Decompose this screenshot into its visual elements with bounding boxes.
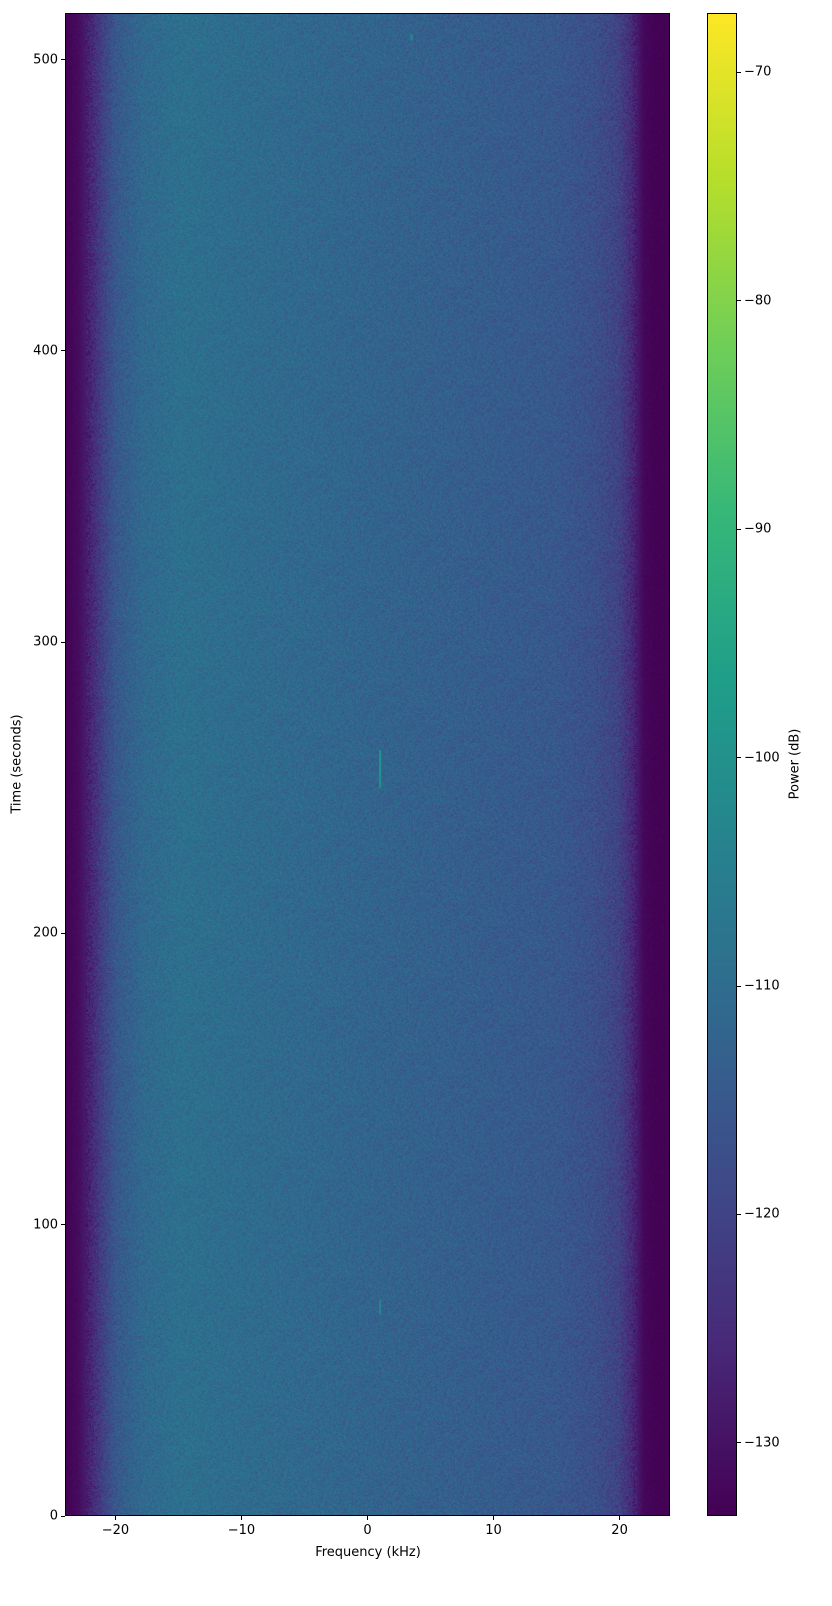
colorbar-label: Power (dB) [787, 728, 803, 800]
x-tick-mark [367, 1516, 368, 1520]
colorbar-tick-label: −70 [744, 64, 772, 80]
x-axis-label: Frequency (kHz) [315, 1545, 421, 1560]
colorbar [707, 13, 737, 1516]
y-tick-mark [61, 350, 65, 352]
colorbar-tick-mark [737, 1213, 741, 1215]
x-tick-mark [114, 1516, 116, 1520]
colorbar-tick-mark [737, 528, 741, 530]
x-tick-mark [619, 1516, 621, 1520]
colorbar-tick-label: −100 [744, 750, 780, 766]
y-tick-label: 400 [33, 343, 58, 359]
colorbar-tick-mark [737, 300, 741, 302]
y-tick-mark [61, 932, 65, 934]
colorbar-tick-label: −80 [744, 293, 772, 309]
y-tick-label: 0 [49, 1508, 58, 1524]
colorbar-tick-label: −90 [744, 521, 772, 537]
y-tick-label: 500 [33, 52, 58, 68]
x-tick-label: −10 [227, 1523, 256, 1538]
x-tick-label: −20 [101, 1523, 130, 1538]
y-tick-mark [61, 1224, 65, 1226]
y-tick-label: 300 [33, 634, 58, 650]
colorbar-tick-label: −110 [744, 978, 780, 994]
colorbar-tick-label: −120 [744, 1206, 780, 1222]
colorbar-tick-mark [737, 1442, 741, 1444]
y-axis-label: Time (seconds) [9, 714, 25, 814]
x-tick-label: 0 [363, 1523, 372, 1538]
spectrogram-heatmap [66, 14, 669, 1515]
colorbar-tick-mark [737, 985, 741, 987]
x-tick-mark [240, 1516, 242, 1520]
colorbar-tick-label: −130 [744, 1435, 780, 1451]
y-tick-label: 200 [33, 925, 58, 941]
colorbar-tick-mark [737, 71, 741, 73]
y-tick-label: 100 [33, 1217, 58, 1233]
x-tick-label: 20 [611, 1523, 628, 1538]
y-tick-mark [61, 1515, 65, 1517]
spectrogram-plot-area [65, 13, 670, 1516]
x-tick-label: 10 [485, 1523, 502, 1538]
y-tick-mark [61, 59, 65, 61]
x-tick-mark [493, 1516, 495, 1520]
colorbar-gradient [708, 14, 736, 1515]
y-tick-mark [61, 641, 65, 643]
colorbar-tick-mark [737, 757, 741, 759]
